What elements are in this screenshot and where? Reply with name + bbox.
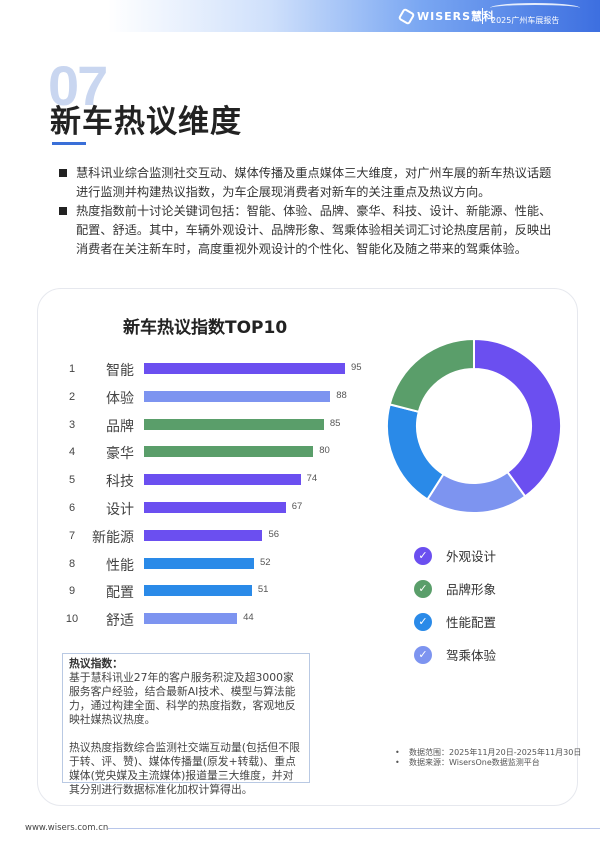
bar bbox=[144, 529, 263, 541]
bar-row: 2 体验 88 bbox=[0, 385, 380, 411]
data-range: 数据范围：2025年11月20日-2025年11月30日 bbox=[395, 748, 581, 758]
legend-label: 品牌形象 bbox=[446, 582, 497, 597]
section-number: 07 bbox=[48, 54, 108, 117]
bullet-item: 慧科讯业综合监测社交互动、媒体传播及重点媒体三大维度，对广州车展的新车热议话题进… bbox=[58, 164, 558, 202]
page-title: 新车热议维度 bbox=[50, 104, 242, 140]
footer-divider bbox=[108, 828, 600, 829]
bar bbox=[144, 613, 238, 625]
title-underline bbox=[52, 142, 86, 145]
bar-row: 3 品牌 85 bbox=[0, 413, 380, 439]
bar-label: 科技 bbox=[106, 474, 134, 491]
note-paragraph-1: 基于慧科讯业27年的客户服务积淀及超3000家服务客户经验，结合最新AI技术、模… bbox=[69, 671, 296, 726]
bar-rank: 10 bbox=[65, 613, 79, 626]
bar bbox=[144, 363, 345, 374]
footer-url[interactable]: www.wisers.com.cn bbox=[25, 823, 109, 833]
bar-row: 8 性能 52 bbox=[0, 552, 380, 578]
donut-segment bbox=[388, 338, 475, 414]
check-circle-icon: ✓ bbox=[414, 579, 432, 598]
legend-label: 外观设计 bbox=[446, 549, 497, 564]
bar-rank: 4 bbox=[68, 446, 76, 459]
bar-value: 85 bbox=[329, 417, 341, 429]
chart-title: 新车热议指数TOP10 bbox=[123, 318, 288, 338]
car-outline-icon bbox=[490, 3, 580, 13]
bar-rank: 3 bbox=[68, 418, 76, 431]
bar-row: 7 新能源 56 bbox=[0, 524, 380, 550]
legend-item: ✓ 品牌形象 bbox=[414, 572, 496, 605]
data-source: 数据范围：2025年11月20日-2025年11月30日 数据来源：Wisers… bbox=[395, 748, 581, 768]
note-title: 热议指数： bbox=[69, 657, 123, 670]
bar-label: 体验 bbox=[106, 390, 134, 407]
legend-item: ✓ 外观设计 bbox=[414, 539, 496, 572]
check-circle-icon: ✓ bbox=[414, 546, 432, 565]
bar-row: 5 科技 74 bbox=[0, 468, 380, 494]
bar bbox=[144, 390, 331, 402]
donut-chart bbox=[386, 338, 562, 514]
bar-value: 74 bbox=[306, 473, 318, 485]
bar bbox=[144, 418, 324, 430]
check-circle-icon: ✓ bbox=[414, 645, 432, 664]
donut-segment bbox=[386, 403, 445, 501]
bar-label: 智能 bbox=[106, 363, 134, 379]
bar-row: 6 设计 67 bbox=[0, 496, 380, 522]
bar-label: 设计 bbox=[106, 502, 134, 518]
bar-row: 4 豪华 80 bbox=[0, 440, 380, 466]
bar-rank: 7 bbox=[68, 529, 76, 542]
bar-label: 品牌 bbox=[106, 418, 134, 435]
brand-name: WISERS慧科 bbox=[417, 10, 496, 23]
bar-rank: 9 bbox=[68, 585, 76, 598]
brand-logo: WISERS慧科 bbox=[397, 7, 496, 25]
bar-row: 1 智能 95 bbox=[0, 357, 380, 383]
legend-item: ✓ 驾乘体验 bbox=[414, 638, 496, 671]
bar-value: 67 bbox=[291, 501, 303, 512]
bar-row: 10 舒适 44 bbox=[0, 607, 380, 633]
bar-value: 44 bbox=[243, 612, 254, 624]
bar-rank: 8 bbox=[68, 557, 76, 570]
bar-value: 80 bbox=[319, 445, 330, 457]
bar-value: 51 bbox=[257, 584, 269, 596]
bullet-item: 热度指数前十讨论关键词包括：智能、体验、品牌、豪华、科技、设计、新能源、性能、配… bbox=[58, 202, 558, 259]
intro-bullets: 慧科讯业综合监测社交互动、媒体传播及重点媒体三大维度，对广州车展的新车热议话题进… bbox=[58, 164, 558, 259]
bar-rank: 5 bbox=[68, 474, 76, 487]
bar-value: 56 bbox=[268, 528, 280, 540]
donut-segment bbox=[473, 338, 562, 498]
header-bar: WISERS慧科 2025广州车展报告 bbox=[0, 0, 600, 32]
donut-segment bbox=[426, 470, 527, 514]
bar-label: 性能 bbox=[106, 557, 134, 574]
legend-label: 性能配置 bbox=[446, 615, 497, 630]
bar-label: 配置 bbox=[106, 585, 134, 602]
check-circle-icon: ✓ bbox=[414, 612, 432, 631]
bar bbox=[144, 474, 301, 486]
bar-row: 9 配置 51 bbox=[0, 579, 380, 605]
legend-item: ✓ 性能配置 bbox=[414, 605, 496, 638]
bar-value: 88 bbox=[336, 389, 347, 401]
bar bbox=[144, 502, 286, 513]
index-note-box: 热议指数： 基于慧科讯业27年的客户服务积淀及超3000家服务客户经验，结合最新… bbox=[62, 653, 310, 796]
data-origin: 数据来源：WisersOne数据监测平台 bbox=[395, 758, 581, 768]
bar-rank: 2 bbox=[68, 390, 76, 403]
bar-value: 52 bbox=[260, 556, 271, 568]
bar bbox=[144, 557, 255, 569]
bar-label: 舒适 bbox=[106, 613, 134, 630]
bar-label: 豪华 bbox=[106, 446, 134, 463]
bar-rank: 1 bbox=[68, 363, 76, 375]
legend-label: 驾乘体验 bbox=[446, 648, 497, 663]
header-divider bbox=[482, 8, 483, 24]
note-paragraph-2: 热议热度指数综合监测社交端互动量(包括但不限于转、评、赞)、媒体传播量(原发+转… bbox=[69, 741, 300, 796]
bar bbox=[144, 446, 314, 458]
donut-legend: ✓ 外观设计 ✓ 品牌形象 ✓ 性能配置 ✓ 驾乘体验 bbox=[414, 539, 496, 671]
report-name: 2025广州车展报告 bbox=[491, 16, 560, 25]
bar-rank: 6 bbox=[68, 502, 76, 514]
bar-value: 95 bbox=[351, 362, 362, 373]
wisers-logo-icon bbox=[397, 7, 416, 25]
bar-label: 新能源 bbox=[92, 529, 134, 546]
bar bbox=[144, 585, 252, 597]
